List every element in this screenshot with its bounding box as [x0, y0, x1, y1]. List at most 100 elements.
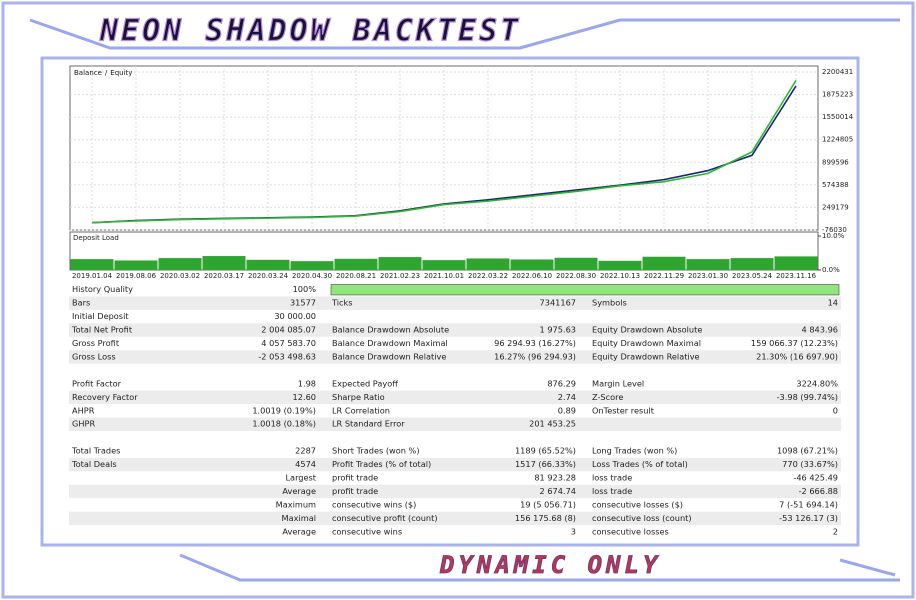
cell-value: 3 — [571, 526, 576, 536]
load-bar — [378, 257, 422, 270]
cell-label: consecutive losses ($) — [592, 499, 683, 509]
x-tick-label: 2022.11.29 — [644, 272, 684, 280]
cell-value: Maximum — [276, 499, 316, 509]
cell-label: loss trade — [592, 486, 632, 496]
cell-value: 19 (5 056.71) — [520, 499, 576, 509]
chart-title: Deposit Load — [73, 234, 119, 242]
cell-label: consecutive loss (count) — [592, 513, 692, 523]
x-tick-label: 2023.01.30 — [688, 272, 728, 280]
cell-value: 1098 (67.21%) — [777, 446, 838, 456]
x-tick-label: 2023.05.24 — [732, 272, 773, 280]
row-bg — [69, 323, 841, 337]
cell-label: profit trade — [332, 486, 378, 496]
load-bar — [290, 261, 334, 270]
report-table: History Quality 100% Bars 31577 Ticks 7341167… — [69, 284, 841, 536]
y-tick-label: 249179 — [822, 203, 849, 211]
x-tick-label: 2021.10.01 — [424, 272, 464, 280]
cell-label: Recovery Factor — [72, 392, 138, 402]
legend-entry: Equity — [110, 69, 132, 77]
cell-value: -53 126.17 (3) — [779, 513, 838, 523]
x-tick-label: 2019.08.06 — [116, 272, 157, 280]
cell-value: 21.30% (16 697.90) — [756, 351, 838, 361]
x-tick-label: 2020.08.21 — [336, 272, 376, 280]
cell-value: 201 453.25 — [529, 419, 576, 429]
cell-value: 31577 — [290, 298, 316, 308]
cell-value: 159 066.37 (12.23%) — [751, 338, 838, 348]
cell-value: 12.60 — [293, 392, 316, 402]
y-tick-label: 10.0% — [822, 232, 845, 240]
cell-value: 1.0019 (0.19%) — [252, 405, 316, 415]
y-tick-label: 1875223 — [822, 91, 853, 99]
cell-label: consecutive profit (count) — [332, 513, 438, 523]
cell-label: loss trade — [592, 473, 632, 483]
cell-label: Z-Score — [592, 392, 623, 402]
cell-value: 2287 — [295, 446, 316, 456]
x-tick-label: 2022.10.13 — [600, 272, 640, 280]
charts: -76030 249179 574388 899596 1224805 1550014 18… — [70, 66, 854, 280]
cell-value: 96 294.93 (16.27%) — [494, 338, 576, 348]
cell-label: Equity Drawdown Maximal — [592, 338, 701, 348]
cell-value: 1.0018 (0.18%) — [252, 419, 316, 429]
cell-label: Profit Factor — [72, 378, 122, 388]
y-tick-label: 1550014 — [822, 113, 854, 121]
deco-line — [29, 18, 900, 50]
cell-value: 0.89 — [558, 405, 576, 415]
load-bar — [202, 256, 246, 270]
cell-value: 2 674.74 — [540, 486, 576, 496]
cell-label: Balance Drawdown Relative — [332, 351, 446, 361]
row-bg — [69, 350, 841, 364]
footer: DYNAMIC ONLY — [439, 551, 661, 579]
cell-label: profit trade — [332, 473, 378, 483]
cell-value: -2 666.88 — [799, 486, 838, 496]
cell-label: Gross Profit — [72, 338, 120, 348]
series-line — [91, 79, 797, 224]
cell-value: 1.98 — [298, 378, 316, 388]
cell-value: 4 057 583.70 — [261, 338, 316, 348]
cell-label: Expected Payoff — [332, 378, 398, 388]
cell-label: AHPR — [72, 405, 95, 415]
x-tick-label: 2022.08.30 — [556, 272, 596, 280]
cell-label: Symbols — [592, 298, 627, 308]
cell-label: Equity Drawdown Relative — [592, 351, 700, 361]
cell-value: 7341167 — [540, 298, 576, 308]
x-tick-label: 2020.03.24 — [248, 272, 289, 280]
cell-value: 4 843.96 — [802, 325, 838, 335]
cell-label: Initial Deposit — [72, 311, 129, 321]
y-tick-label: 2200431 — [822, 68, 853, 76]
cell-value: 1189 (65.52%) — [515, 446, 576, 456]
row-bg — [69, 457, 841, 472]
cell-value: 1 975.63 — [540, 325, 576, 335]
load-bar — [510, 259, 554, 270]
cell-label: Bars — [72, 298, 90, 308]
cell-label: Gross Loss — [72, 351, 116, 361]
load-bar — [158, 258, 202, 270]
x-tick-label: 2023.11.16 — [776, 272, 817, 280]
load-bar — [774, 256, 818, 270]
cell-label: Ticks — [331, 298, 353, 308]
load-bar — [642, 256, 686, 270]
load-bar — [730, 258, 774, 270]
cell-value: 3224.80% — [796, 378, 838, 388]
x-tick-label: 2021.02.23 — [380, 272, 420, 280]
y-tick-label: 899596 — [822, 158, 849, 166]
cell-label: consecutive wins ($) — [332, 499, 416, 509]
cell-value: 1517 (66.33%) — [515, 459, 576, 469]
legend-separator: / — [105, 69, 108, 77]
cell-value: 100% — [293, 284, 317, 294]
x-tick-label: 2020.03.17 — [204, 272, 244, 280]
load-bar — [422, 260, 466, 270]
cell-value: 876.29 — [547, 378, 576, 388]
cell-value: 14 — [828, 298, 838, 308]
cell-value: 2 — [833, 526, 838, 536]
row-bg — [69, 296, 841, 310]
load-bar — [554, 257, 598, 270]
deco-line — [179, 553, 900, 582]
cell-value: Largest — [285, 473, 316, 483]
load-bar — [598, 260, 642, 270]
load-bar — [246, 259, 290, 270]
legend-entry: Balance — [74, 69, 102, 77]
